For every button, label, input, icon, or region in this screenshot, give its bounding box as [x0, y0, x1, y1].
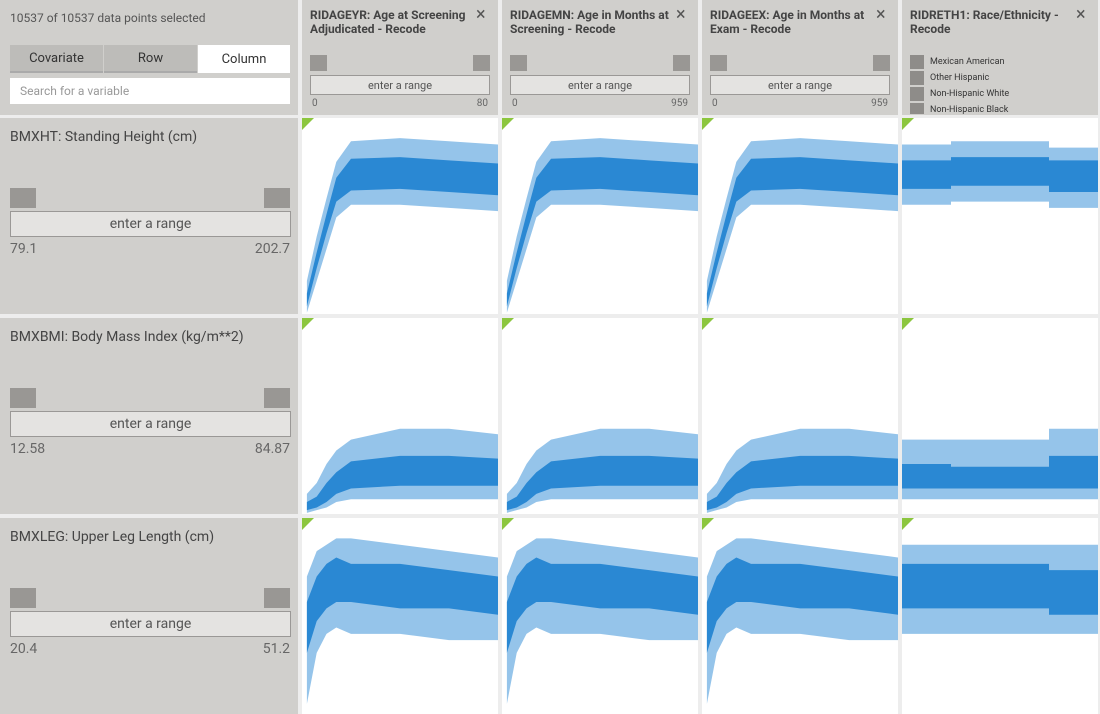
- slider-handle[interactable]: [10, 388, 36, 408]
- inner-band: [902, 157, 1098, 193]
- inner-band: [506, 455, 698, 511]
- column-header: [502, 0, 698, 115]
- range-input[interactable]: enter a range: [710, 75, 890, 95]
- range-input[interactable]: enter a range: [310, 75, 490, 95]
- corner-flag: [502, 518, 514, 530]
- status: 10537 of 10537 data points selected: [10, 11, 206, 25]
- legend-label: Other Hispanic: [930, 73, 990, 83]
- slider-handle[interactable]: [310, 55, 327, 71]
- corner-flag: [902, 118, 914, 130]
- tab[interactable]: Row: [104, 45, 197, 73]
- range-max: 84.87: [254, 441, 290, 457]
- slider-handle[interactable]: [873, 55, 890, 71]
- legend-label: Non-Hispanic White: [930, 89, 1010, 99]
- row-title: BMXHT: Standing Height (cm): [10, 129, 198, 145]
- column-header: [702, 0, 898, 115]
- range-max: 959: [871, 98, 888, 109]
- inner-band: [506, 157, 698, 307]
- tab[interactable]: Column: [198, 45, 290, 73]
- legend-swatch: [910, 87, 924, 101]
- corner-flag: [702, 318, 714, 330]
- legend-label: Non-Hispanic Black: [930, 105, 1009, 114]
- range-min: 79.1: [10, 241, 38, 257]
- corner-flag: [502, 318, 514, 330]
- column-title: RIDAGEYR: Age at Screening Adjudicated -…: [310, 8, 466, 36]
- range-min: 20.4: [10, 641, 38, 657]
- inner-band: [506, 557, 698, 653]
- range-max: 202.7: [254, 241, 290, 257]
- legend-item: Mexican American: [910, 55, 1004, 69]
- legend-swatch: [910, 103, 924, 114]
- inner-band: [902, 563, 1098, 615]
- legend-swatch: [910, 71, 924, 85]
- slider-handle[interactable]: [710, 55, 727, 71]
- inner-band: [902, 455, 1098, 489]
- column-title: RIDAGEMN: Age in Months at Screening - R…: [510, 8, 669, 36]
- corner-flag: [502, 118, 514, 130]
- search-box[interactable]: Search for a variable: [10, 78, 290, 104]
- slider-handle[interactable]: [10, 188, 36, 208]
- close-button[interactable]: ×: [476, 4, 486, 25]
- legend-item: Other Hispanic: [910, 71, 989, 85]
- corner-flag: [302, 118, 314, 130]
- legend-item: Non-Hispanic White: [910, 87, 1009, 101]
- range-max: 51.2: [262, 641, 290, 657]
- column-header: [902, 0, 1098, 115]
- slider-handle[interactable]: [264, 588, 290, 608]
- slider-handle[interactable]: [673, 55, 690, 71]
- legend: Mexican American Other Hispanic Non-Hispan…: [902, 55, 1098, 114]
- inner-band: [706, 157, 898, 307]
- range-min: 0: [712, 98, 718, 109]
- slider-handle[interactable]: [264, 388, 290, 408]
- column-title: RIDRETH1: Race/Ethnicity - Recode: [910, 8, 1059, 36]
- column-title: RIDAGEEX: Age in Months at Exam - Recode: [710, 8, 865, 36]
- close-button[interactable]: ×: [1076, 4, 1086, 25]
- slider-handle[interactable]: [264, 188, 290, 208]
- range-max: 80: [476, 98, 488, 109]
- row-title: BMXLEG: Upper Leg Length (cm): [10, 529, 215, 545]
- slider-handle[interactable]: [10, 588, 36, 608]
- inner-band: [706, 557, 898, 653]
- corner-flag: [902, 318, 914, 330]
- range-max: 959: [671, 98, 688, 109]
- inner-band: [306, 455, 498, 511]
- range-min: 0: [312, 98, 318, 109]
- close-button[interactable]: ×: [876, 4, 886, 25]
- legend-item: Non-Hispanic Black: [910, 103, 1008, 114]
- close-button[interactable]: ×: [676, 4, 686, 25]
- row-title: BMXBMI: Body Mass Index (kg/m**2): [10, 329, 244, 345]
- inner-band: [306, 557, 498, 653]
- tab[interactable]: Covariate: [10, 45, 103, 73]
- range-min: 12.58: [10, 441, 46, 457]
- slider-handle[interactable]: [473, 55, 490, 71]
- column-header: [302, 0, 498, 115]
- legend-label: Mexican American: [930, 57, 1005, 67]
- corner-flag: [302, 318, 314, 330]
- inner-band: [706, 455, 898, 511]
- inner-band: [306, 157, 498, 307]
- corner-flag: [702, 518, 714, 530]
- range-input[interactable]: enter a range: [510, 75, 690, 95]
- corner-flag: [702, 118, 714, 130]
- corner-flag: [302, 518, 314, 530]
- range-min: 0: [512, 98, 518, 109]
- legend-swatch: [910, 55, 924, 69]
- range-input[interactable]: enter a range: [10, 611, 291, 637]
- slider-handle[interactable]: [510, 55, 527, 71]
- corner-flag: [902, 518, 914, 530]
- range-input[interactable]: enter a range: [10, 411, 291, 437]
- range-input[interactable]: enter a range: [10, 211, 291, 237]
